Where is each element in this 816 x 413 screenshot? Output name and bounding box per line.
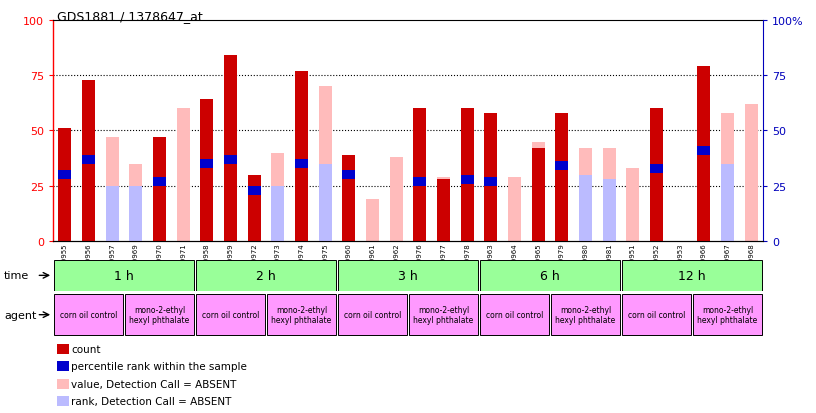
Bar bbox=[224, 155, 237, 164]
Bar bbox=[295, 71, 308, 242]
Bar bbox=[366, 199, 379, 242]
Text: 2 h: 2 h bbox=[256, 269, 276, 282]
Bar bbox=[480, 294, 549, 335]
Bar bbox=[338, 294, 407, 335]
Text: mono-2-ethyl
hexyl phthalate: mono-2-ethyl hexyl phthalate bbox=[272, 305, 331, 325]
Bar bbox=[196, 294, 265, 335]
Bar bbox=[201, 100, 213, 242]
Text: GDS1881 / 1378647_at: GDS1881 / 1378647_at bbox=[57, 10, 203, 23]
Bar bbox=[485, 178, 497, 186]
Bar bbox=[177, 109, 189, 242]
Text: corn oil control: corn oil control bbox=[344, 311, 401, 319]
Bar bbox=[622, 294, 691, 335]
Bar bbox=[201, 160, 213, 169]
Text: corn oil control: corn oil control bbox=[628, 311, 685, 319]
Bar bbox=[409, 294, 478, 335]
Text: time: time bbox=[4, 271, 29, 281]
Bar bbox=[338, 260, 478, 291]
Bar bbox=[153, 138, 166, 242]
Bar bbox=[532, 149, 544, 242]
Bar bbox=[650, 109, 663, 242]
Text: corn oil control: corn oil control bbox=[60, 311, 118, 319]
Bar bbox=[414, 109, 426, 242]
Bar bbox=[508, 178, 521, 242]
Bar bbox=[82, 155, 95, 164]
Bar bbox=[125, 294, 194, 335]
Bar bbox=[343, 155, 355, 242]
Bar bbox=[59, 171, 71, 180]
Bar bbox=[319, 164, 331, 242]
Bar bbox=[603, 180, 615, 242]
Bar bbox=[627, 169, 639, 242]
Text: percentile rank within the sample: percentile rank within the sample bbox=[71, 361, 247, 371]
Bar bbox=[224, 56, 237, 242]
Text: count: count bbox=[71, 344, 100, 354]
Bar bbox=[54, 294, 123, 335]
Bar bbox=[153, 178, 166, 186]
Bar bbox=[54, 260, 194, 291]
Text: 3 h: 3 h bbox=[398, 269, 418, 282]
Text: corn oil control: corn oil control bbox=[486, 311, 543, 319]
Bar bbox=[693, 294, 762, 335]
Text: agent: agent bbox=[4, 310, 37, 320]
Bar bbox=[106, 138, 118, 242]
Text: mono-2-ethyl
hexyl phthalate: mono-2-ethyl hexyl phthalate bbox=[414, 305, 473, 325]
Bar bbox=[721, 114, 734, 242]
Bar bbox=[556, 114, 568, 242]
Text: rank, Detection Call = ABSENT: rank, Detection Call = ABSENT bbox=[71, 396, 232, 406]
Bar bbox=[480, 260, 620, 291]
Bar bbox=[698, 67, 710, 242]
Bar bbox=[414, 178, 426, 186]
Text: mono-2-ethyl
hexyl phthalate: mono-2-ethyl hexyl phthalate bbox=[130, 305, 189, 325]
Bar bbox=[82, 80, 95, 242]
Bar bbox=[106, 186, 118, 242]
Bar bbox=[745, 104, 757, 242]
Bar bbox=[698, 147, 710, 155]
Bar bbox=[130, 186, 142, 242]
Bar bbox=[59, 129, 71, 242]
Bar bbox=[437, 180, 450, 242]
Text: 6 h: 6 h bbox=[540, 269, 560, 282]
Bar bbox=[130, 164, 142, 242]
Bar bbox=[267, 294, 336, 335]
Bar bbox=[603, 149, 615, 242]
Bar bbox=[650, 164, 663, 173]
Bar bbox=[272, 186, 284, 242]
Bar bbox=[196, 260, 336, 291]
Bar bbox=[319, 87, 331, 242]
Bar bbox=[272, 153, 284, 242]
Bar bbox=[551, 294, 620, 335]
Text: 1 h: 1 h bbox=[114, 269, 134, 282]
Text: 12 h: 12 h bbox=[678, 269, 706, 282]
Bar bbox=[556, 162, 568, 171]
Text: mono-2-ethyl
hexyl phthalate: mono-2-ethyl hexyl phthalate bbox=[556, 305, 615, 325]
Bar bbox=[248, 176, 260, 242]
Text: value, Detection Call = ABSENT: value, Detection Call = ABSENT bbox=[71, 379, 237, 389]
Text: corn oil control: corn oil control bbox=[202, 311, 259, 319]
Bar bbox=[82, 164, 95, 242]
Bar bbox=[721, 164, 734, 242]
Bar bbox=[579, 149, 592, 242]
Bar bbox=[390, 158, 402, 242]
Bar bbox=[622, 260, 762, 291]
Bar bbox=[485, 114, 497, 242]
Bar bbox=[579, 176, 592, 242]
Bar bbox=[437, 178, 450, 242]
Bar bbox=[248, 186, 260, 195]
Bar bbox=[461, 176, 473, 184]
Bar bbox=[295, 160, 308, 169]
Bar bbox=[343, 171, 355, 180]
Bar bbox=[532, 142, 544, 242]
Bar bbox=[461, 109, 473, 242]
Text: mono-2-ethyl
hexyl phthalate: mono-2-ethyl hexyl phthalate bbox=[698, 305, 757, 325]
